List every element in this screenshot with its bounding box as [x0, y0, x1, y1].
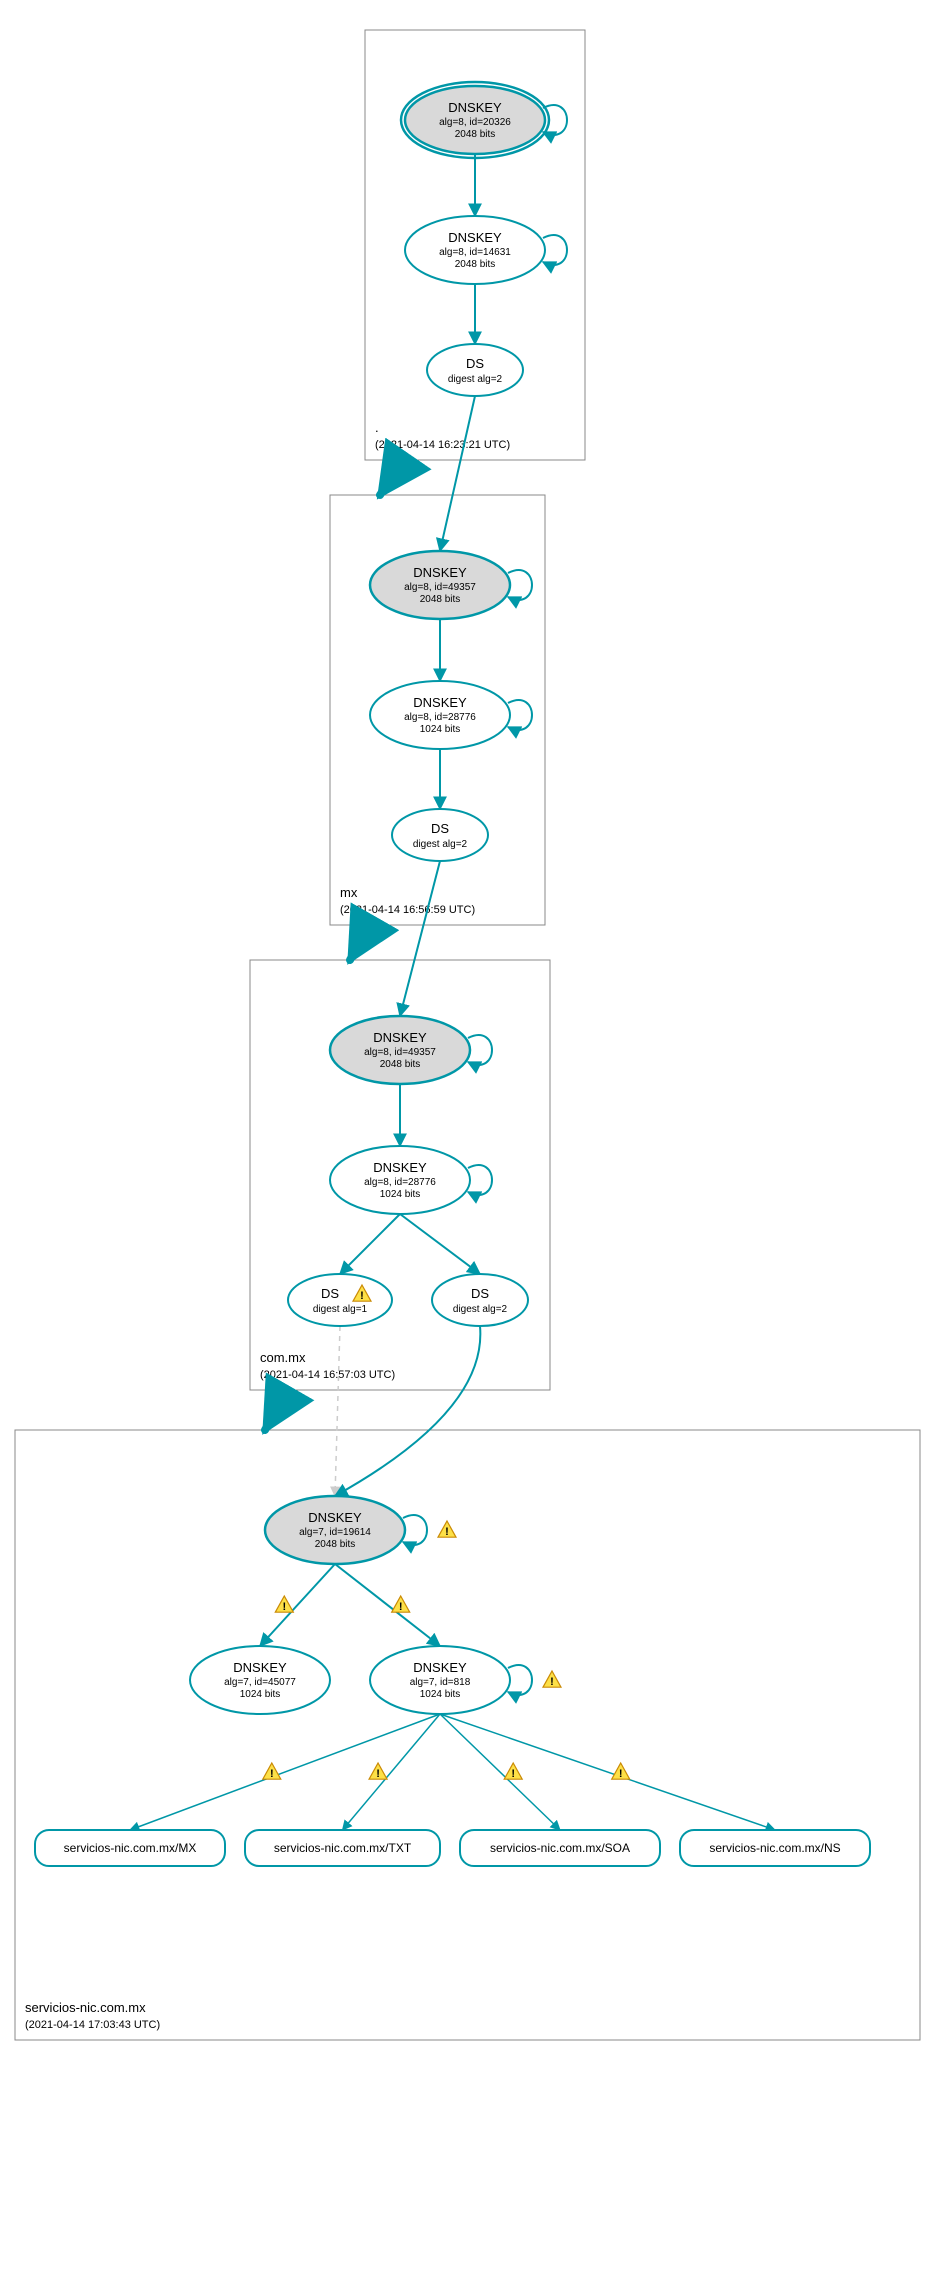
svg-text:DS: DS	[321, 1286, 339, 1301]
svg-text:2048 bits: 2048 bits	[420, 594, 461, 605]
self-loop	[468, 1165, 492, 1195]
svg-text:(2021-04-14 16:57:03 UTC): (2021-04-14 16:57:03 UTC)	[260, 1369, 395, 1381]
svg-text:DNSKEY: DNSKEY	[308, 1510, 362, 1525]
svg-text:servicios-nic.com.mx/NS: servicios-nic.com.mx/NS	[709, 1841, 840, 1855]
edge	[335, 1326, 340, 1496]
svg-text:alg=7, id=818: alg=7, id=818	[410, 1677, 471, 1688]
edge	[260, 1564, 335, 1646]
svg-text:alg=8, id=49357: alg=8, id=49357	[364, 1047, 436, 1058]
self-loop	[543, 235, 567, 265]
self-loop	[403, 1515, 427, 1545]
svg-text:alg=7, id=19614: alg=7, id=19614	[299, 1527, 371, 1538]
svg-text:alg=7, id=45077: alg=7, id=45077	[224, 1677, 296, 1688]
svg-text:DNSKEY: DNSKEY	[373, 1030, 427, 1045]
nodes-layer: DNSKEYalg=8, id=203262048 bitsDNSKEYalg=…	[35, 82, 870, 1866]
svg-text:digest alg=2: digest alg=2	[448, 374, 503, 385]
svg-text:!: !	[270, 1768, 274, 1780]
svg-text:!: !	[511, 1768, 515, 1780]
svg-text:digest alg=2: digest alg=2	[413, 839, 468, 850]
svg-text:DNSKEY: DNSKEY	[413, 695, 467, 710]
svg-text:alg=8, id=28776: alg=8, id=28776	[364, 1177, 436, 1188]
zone-delegation-arrow	[380, 460, 404, 495]
edges-layer	[130, 154, 775, 1830]
svg-text:2048 bits: 2048 bits	[315, 1539, 356, 1550]
svg-text:2048 bits: 2048 bits	[455, 129, 496, 140]
svg-text:!: !	[619, 1768, 623, 1780]
edge	[400, 1214, 480, 1274]
svg-text:alg=8, id=49357: alg=8, id=49357	[404, 582, 476, 593]
svg-text:!: !	[445, 1526, 449, 1538]
svg-text:DS: DS	[471, 1286, 489, 1301]
svg-text:DNSKEY: DNSKEY	[373, 1160, 427, 1175]
dnssec-diagram: . (2021-04-14 16:23:21 UTC) mx (2021-04-14 …	[0, 0, 935, 2279]
svg-text:servicios-nic.com.mx/SOA: servicios-nic.com.mx/SOA	[490, 1841, 630, 1855]
svg-text:1024 bits: 1024 bits	[240, 1689, 281, 1700]
edge	[440, 396, 475, 551]
svg-text:DNSKEY: DNSKEY	[233, 1660, 287, 1675]
svg-text:1024 bits: 1024 bits	[420, 1689, 461, 1700]
svg-text:!: !	[550, 1676, 554, 1688]
node-commx-ds1	[288, 1274, 392, 1326]
svg-text:2048 bits: 2048 bits	[455, 259, 496, 270]
svg-text:digest alg=2: digest alg=2	[453, 1304, 508, 1315]
svg-text:!: !	[376, 1768, 380, 1780]
svg-text:1024 bits: 1024 bits	[380, 1189, 421, 1200]
svg-text:digest alg=1: digest alg=1	[313, 1304, 368, 1315]
svg-text:DNSKEY: DNSKEY	[448, 230, 502, 245]
edge	[335, 1326, 480, 1496]
edge	[440, 1714, 560, 1830]
svg-text:servicios-nic.com.mx/MX: servicios-nic.com.mx/MX	[64, 1841, 197, 1855]
svg-text:alg=8, id=14631: alg=8, id=14631	[439, 247, 511, 258]
svg-text:(2021-04-14 17:03:43 UTC): (2021-04-14 17:03:43 UTC)	[25, 2019, 160, 2031]
svg-text:.: .	[375, 420, 379, 435]
edge	[340, 1214, 400, 1274]
edge	[400, 861, 440, 1016]
svg-text:DNSKEY: DNSKEY	[413, 1660, 467, 1675]
edge	[130, 1714, 440, 1830]
edge	[343, 1714, 441, 1830]
zone-delegation-arrow	[350, 925, 370, 960]
svg-text:DS: DS	[466, 356, 484, 371]
svg-text:com.mx: com.mx	[260, 1350, 306, 1365]
edge	[440, 1714, 775, 1830]
self-loop	[508, 700, 532, 730]
svg-text:!: !	[399, 1601, 403, 1613]
self-loop	[468, 1035, 492, 1065]
svg-text:DS: DS	[431, 821, 449, 836]
svg-text:(2021-04-14 16:56:59 UTC): (2021-04-14 16:56:59 UTC)	[340, 904, 475, 916]
svg-text:!: !	[282, 1601, 286, 1613]
svg-text:1024 bits: 1024 bits	[420, 724, 461, 735]
svg-text:DNSKEY: DNSKEY	[413, 565, 467, 580]
svg-text:2048 bits: 2048 bits	[380, 1059, 421, 1070]
edge	[335, 1564, 440, 1646]
svg-text:servicios-nic.com.mx/TXT: servicios-nic.com.mx/TXT	[274, 1841, 412, 1855]
svg-text:!: !	[360, 1290, 364, 1302]
self-loop	[508, 570, 532, 600]
svg-text:servicios-nic.com.mx: servicios-nic.com.mx	[25, 2000, 146, 2015]
svg-text:(2021-04-14 16:23:21 UTC): (2021-04-14 16:23:21 UTC)	[375, 439, 510, 451]
self-loop	[508, 1665, 532, 1695]
svg-text:DNSKEY: DNSKEY	[448, 100, 502, 115]
svg-text:alg=8, id=28776: alg=8, id=28776	[404, 712, 476, 723]
svg-text:mx: mx	[340, 885, 358, 900]
zone-delegation-arrow	[265, 1390, 288, 1430]
svg-text:alg=8, id=20326: alg=8, id=20326	[439, 117, 511, 128]
zone-box-serv	[15, 1430, 920, 2040]
